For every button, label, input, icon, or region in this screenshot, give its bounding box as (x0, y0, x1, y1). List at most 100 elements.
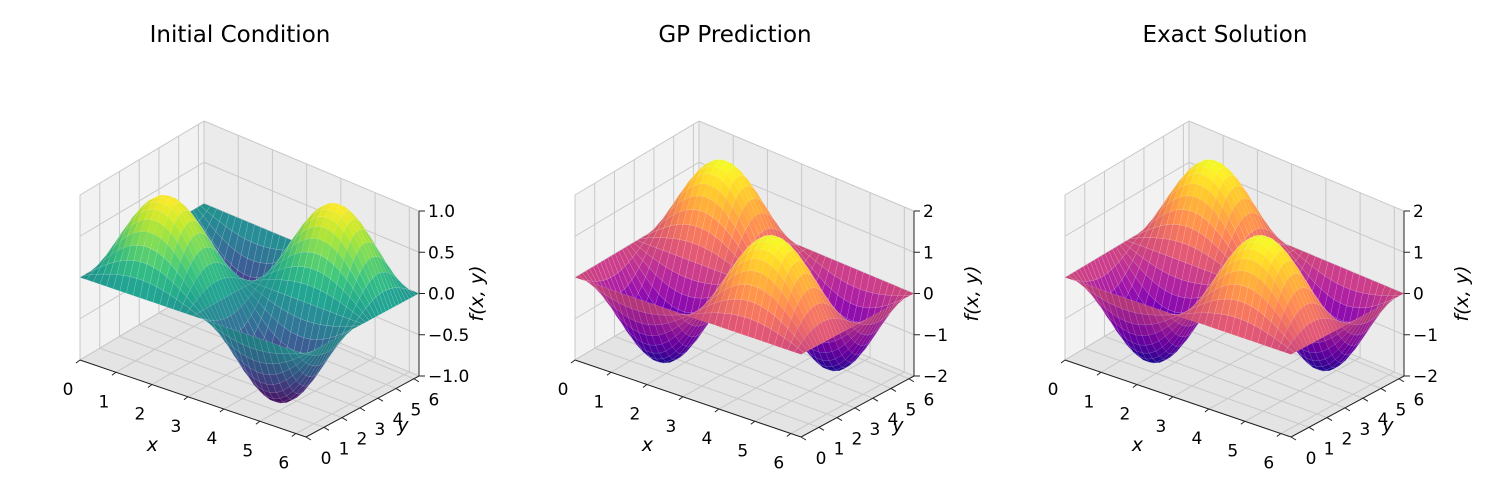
y-tick (341, 417, 348, 422)
x-tick (786, 433, 792, 437)
x-tick (606, 371, 612, 376)
y-tick (413, 378, 420, 383)
surface-patch (870, 310, 882, 325)
surface-patch (814, 324, 825, 345)
z-tick-label: 1.0 (428, 202, 455, 222)
z-tick-label: 0.5 (428, 243, 455, 263)
x-tick (219, 408, 225, 413)
z-tick-label: 0 (923, 285, 934, 305)
surface (574, 159, 915, 372)
z-tick-label: −2 (923, 367, 948, 387)
x-tick (1204, 408, 1210, 413)
y-tick (872, 397, 879, 402)
x-tick-label: 4 (1191, 429, 1202, 449)
surface-patch (793, 347, 805, 355)
surface-patch (1290, 338, 1302, 352)
y-tick-label: 3 (870, 420, 881, 440)
x-tick (1132, 384, 1138, 388)
surface-patch (379, 291, 390, 312)
x-tick-label: 0 (558, 380, 569, 400)
y-tick (1362, 397, 1369, 402)
surface-patch (824, 319, 835, 339)
y-tick (818, 426, 825, 431)
y-tick-label: 2 (1342, 430, 1353, 450)
surface (1064, 159, 1405, 372)
x-axis-label: x (641, 434, 654, 456)
surface (79, 194, 420, 404)
x-tick-label: 4 (701, 429, 712, 449)
x-tick-label: 2 (630, 405, 641, 425)
x-tick (291, 433, 297, 437)
x-tick-label: 1 (594, 392, 605, 412)
x-tick (1276, 433, 1282, 437)
surface-patch (830, 318, 842, 336)
surface-patch (1340, 321, 1351, 325)
surface-patch (335, 332, 347, 347)
y-tick (323, 426, 330, 431)
y-tick-label: 1 (339, 439, 350, 459)
x-tick (1240, 420, 1246, 425)
y-tick (836, 417, 843, 422)
x-tick-label: 4 (206, 429, 217, 449)
x-tick-label: 1 (99, 392, 110, 412)
y-tick-label: 3 (375, 420, 386, 440)
y-tick-label: 2 (852, 430, 863, 450)
y-tick (1290, 436, 1297, 441)
surface-patch (322, 339, 334, 355)
surface-patch (318, 341, 330, 356)
z-tick-label: 0.0 (428, 285, 455, 305)
subplot-title: GP Prediction (658, 22, 811, 48)
surface-patch (863, 314, 875, 325)
subplot-title: Initial Condition (150, 22, 331, 48)
y-tick (854, 407, 861, 412)
x-tick (75, 359, 81, 364)
z-tick-label: 2 (923, 202, 934, 222)
z-axis-label: f(x, y) (466, 265, 488, 321)
surface-patch (887, 302, 898, 316)
surface-patch (395, 287, 407, 303)
surface-patch (1380, 300, 1391, 313)
y-axis-label: y (1381, 415, 1394, 437)
y-tick (359, 407, 366, 412)
z-tick-label: 0 (1413, 285, 1424, 305)
x-tick-label: 5 (242, 441, 253, 461)
y-tick-label: 0 (816, 449, 827, 469)
y-tick (1398, 378, 1405, 383)
y-tick-label: 6 (923, 391, 934, 411)
z-tick-label: −2 (1413, 367, 1438, 387)
y-tick-label: 2 (357, 430, 368, 450)
y-tick-label: 5 (1396, 400, 1407, 420)
x-tick (678, 396, 684, 401)
surface-patch (1310, 320, 1322, 341)
y-tick-label: 6 (1413, 391, 1424, 411)
x-tick-label: 1 (1084, 392, 1095, 412)
surface-patch (880, 305, 892, 321)
x-tick (183, 396, 189, 401)
x-tick-label: 3 (1155, 417, 1166, 437)
surface-patch (305, 348, 317, 356)
z-tick-label: −1.0 (428, 367, 469, 387)
surface-patch (1333, 319, 1345, 328)
surface-patch (1304, 324, 1315, 345)
surface-patch (299, 352, 310, 355)
y-tick (1308, 426, 1315, 431)
x-tick (1096, 371, 1102, 376)
x-tick-label: 6 (278, 454, 289, 474)
surface-patch (1337, 320, 1349, 327)
surface-patch (365, 303, 377, 319)
surface-patch (382, 289, 393, 311)
x-tick-label: 6 (773, 454, 784, 474)
x-tick-label: 3 (665, 417, 676, 437)
surface-patch (1323, 318, 1335, 334)
y-tick (305, 436, 312, 441)
x-axis-label: x (1131, 434, 1144, 456)
y-tick-label: 1 (1324, 439, 1335, 459)
y-tick-label: 5 (906, 400, 917, 420)
surface-patch (1287, 342, 1299, 354)
x-tick-label: 2 (1120, 405, 1131, 425)
z-tick-label: −1 (923, 326, 948, 346)
x-tick (111, 371, 117, 376)
